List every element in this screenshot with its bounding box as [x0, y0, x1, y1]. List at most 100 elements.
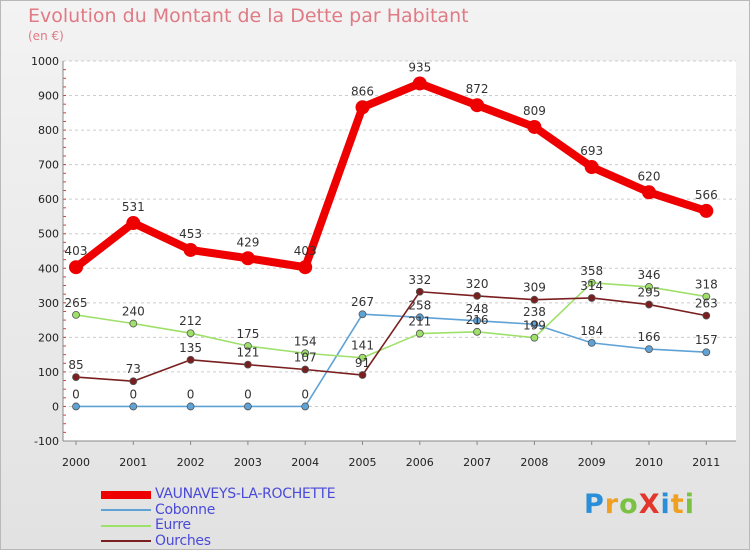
data-label: 175 — [236, 327, 259, 341]
data-label: 0 — [129, 387, 137, 401]
data-point — [243, 360, 252, 369]
data-label: 265 — [65, 296, 88, 310]
y-tick-label: 500 — [38, 228, 59, 241]
data-label: 295 — [638, 286, 661, 300]
data-label: 216 — [466, 313, 489, 327]
data-label: 0 — [244, 387, 252, 401]
y-tick-label: 700 — [38, 159, 59, 172]
logo-letter: i — [684, 489, 695, 520]
data-point — [358, 353, 367, 362]
data-point — [415, 313, 424, 322]
data-point — [186, 355, 195, 364]
x-tick-label: 2007 — [463, 456, 491, 469]
data-label: 429 — [236, 235, 259, 249]
data-point — [129, 377, 138, 386]
data-point — [243, 342, 252, 350]
data-point — [702, 311, 711, 320]
data-label: 566 — [695, 188, 718, 202]
data-label: 267 — [351, 295, 374, 309]
data-point — [129, 319, 138, 328]
data-label: 141 — [351, 339, 374, 353]
logo-letter: P — [584, 489, 605, 520]
data-point — [301, 402, 310, 411]
data-point — [473, 316, 482, 325]
data-label: 693 — [580, 144, 603, 158]
data-point — [243, 402, 252, 411]
data-point — [415, 329, 424, 338]
x-tick-label: 2008 — [520, 456, 548, 469]
legend-swatch — [101, 490, 151, 499]
legend-swatch — [101, 540, 151, 543]
data-point — [358, 310, 367, 319]
data-label: 0 — [187, 387, 195, 401]
x-tick-label: 2003 — [234, 456, 262, 469]
x-tick-label: 2011 — [692, 456, 720, 469]
series-line-ourches — [75, 290, 707, 383]
y-tick-label: 400 — [38, 262, 59, 275]
data-label: 318 — [695, 278, 718, 292]
x-tick-label: 2005 — [349, 456, 377, 469]
y-tick-label: 300 — [38, 297, 59, 310]
x-tick-label: 2009 — [578, 456, 606, 469]
data-label: 0 — [72, 387, 80, 401]
data-label: 453 — [179, 227, 202, 241]
data-label: 620 — [638, 169, 661, 183]
data-point — [587, 338, 596, 347]
x-tick-label: 2004 — [291, 456, 319, 469]
data-label: 199 — [523, 319, 546, 333]
logo-letter: o — [619, 489, 639, 520]
proxiti-logo: ProXiti — [584, 489, 695, 520]
data-point — [473, 327, 482, 336]
y-tick-label: 600 — [38, 193, 59, 206]
data-label: 73 — [126, 362, 141, 376]
data-point — [530, 320, 539, 329]
data-label: 248 — [466, 302, 489, 316]
data-label: 157 — [695, 333, 718, 347]
data-label: 866 — [351, 84, 374, 98]
data-point — [645, 345, 653, 354]
series-line-vaunaveys-la-rochette — [73, 79, 708, 272]
data-label: 166 — [638, 330, 661, 344]
data-point — [72, 402, 80, 411]
data-point — [470, 98, 485, 113]
data-point — [72, 311, 80, 319]
data-label: 85 — [68, 358, 83, 372]
data-point — [301, 349, 310, 358]
data-label: 320 — [466, 277, 489, 291]
data-label: 403 — [294, 244, 317, 258]
data-point — [530, 295, 539, 304]
data-point — [645, 283, 653, 291]
data-point — [587, 294, 596, 302]
legend-label: VAUNAVEYS-LA-ROCHETTE — [155, 486, 336, 502]
data-label: 184 — [580, 324, 603, 338]
data-label: 238 — [523, 305, 546, 319]
data-label: 107 — [294, 350, 317, 364]
series-line-eurre — [75, 281, 707, 359]
data-point — [702, 348, 711, 357]
data-point — [527, 119, 542, 134]
logo-letter: r — [604, 489, 620, 520]
data-point — [72, 373, 80, 381]
data-point — [412, 76, 427, 91]
y-tick-label: 800 — [38, 124, 59, 137]
y-tick-label: 100 — [38, 366, 59, 379]
data-label: 0 — [301, 387, 309, 401]
data-label: 809 — [523, 104, 546, 118]
x-tick-label: 2002 — [177, 456, 205, 469]
data-label: 358 — [580, 264, 603, 278]
data-point — [642, 185, 656, 200]
chart-unit: (en €) — [28, 29, 64, 43]
series-line-cobonne — [76, 313, 707, 408]
data-point — [355, 100, 370, 115]
x-tick-label: 2001 — [119, 456, 147, 469]
data-point — [702, 292, 711, 301]
data-label: 240 — [122, 305, 145, 319]
logo-letter: X — [638, 489, 661, 520]
x-tick-label: 2010 — [635, 456, 663, 469]
data-point — [298, 260, 313, 275]
data-label: 258 — [408, 298, 431, 312]
data-label: 135 — [179, 341, 202, 355]
data-point — [301, 365, 310, 374]
data-label: 531 — [122, 200, 145, 214]
